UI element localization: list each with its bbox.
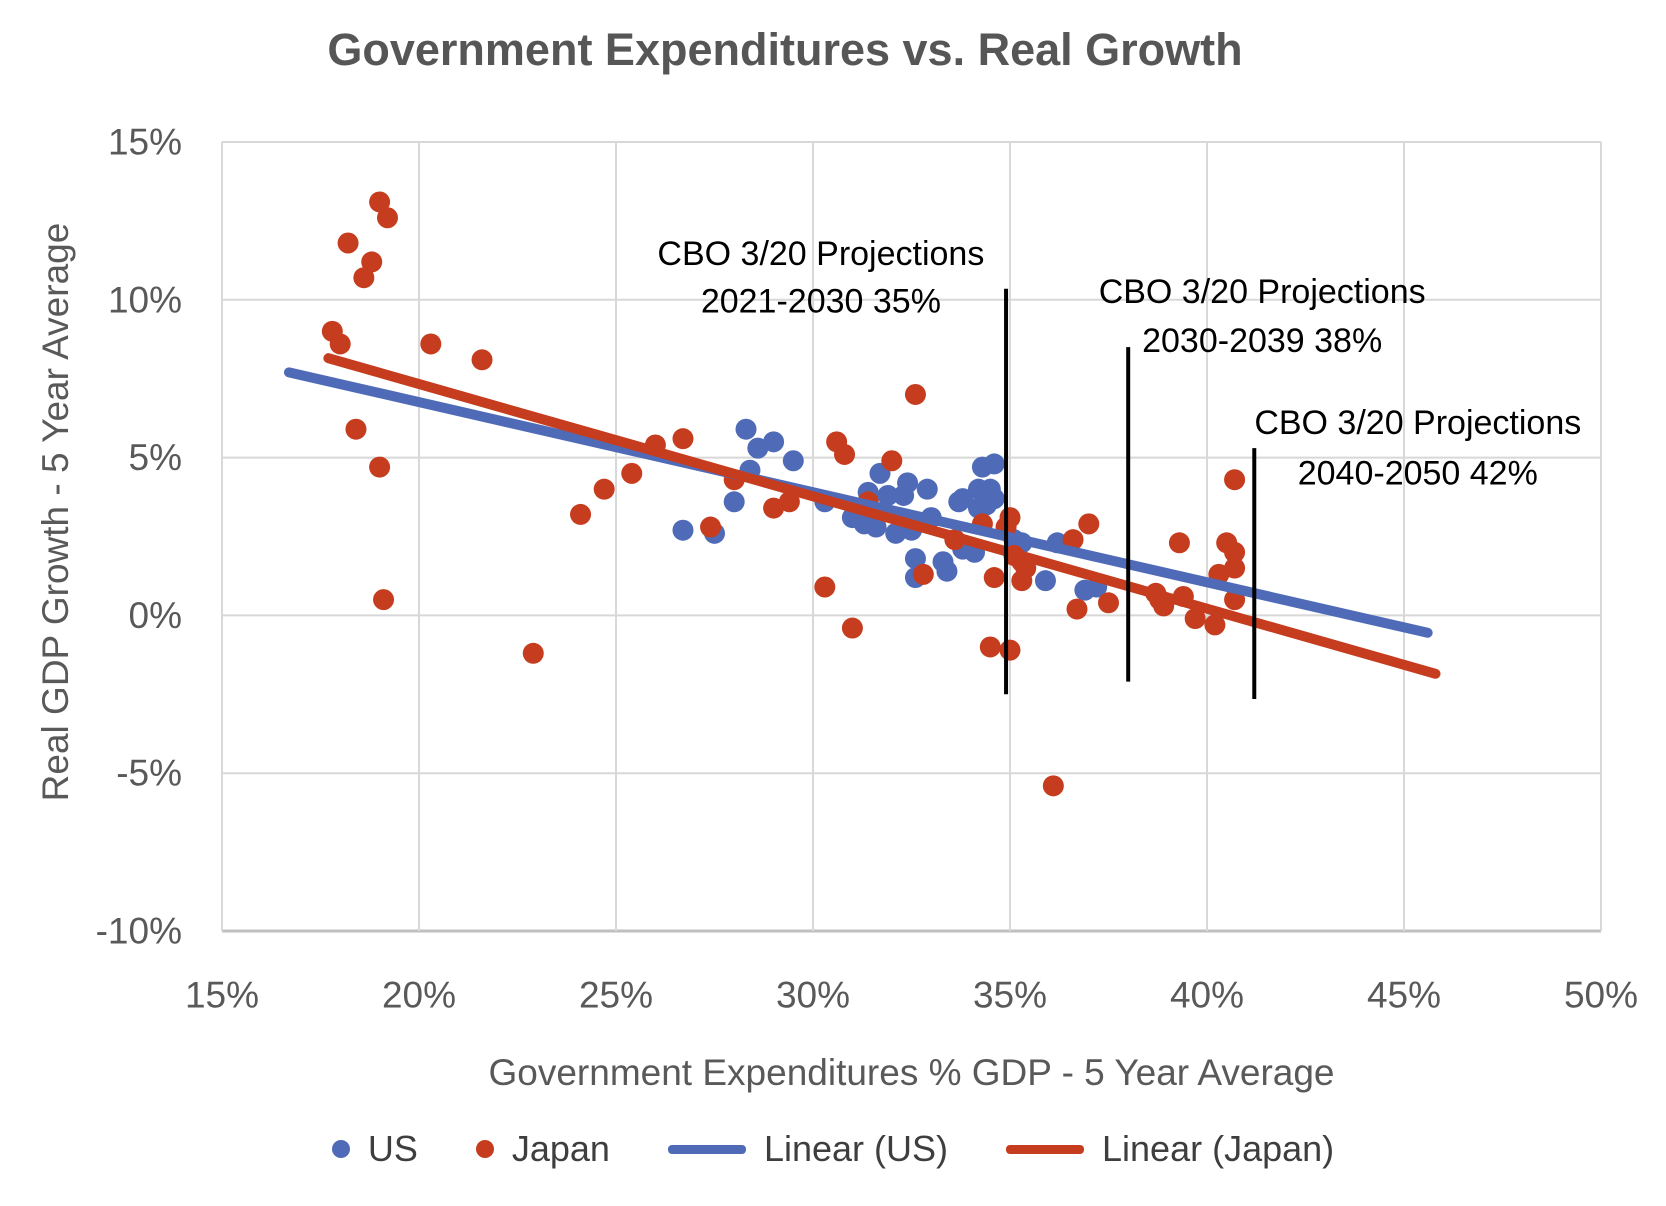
legend-item-linear-us: Linear (US) — [667, 1128, 949, 1170]
japan-point — [621, 462, 643, 484]
x-tick-label: 25% — [579, 975, 653, 1016]
y-tick-label: -5% — [116, 753, 182, 794]
japan-point — [999, 507, 1021, 529]
legend: US Japan Linear (US) Linear (Japan) — [0, 1128, 1666, 1170]
japan-point — [570, 503, 592, 525]
japan-point — [841, 617, 863, 639]
us-point — [885, 522, 907, 544]
us-point — [877, 484, 899, 506]
japan-point — [881, 450, 903, 472]
us-point — [916, 478, 938, 500]
us-point — [936, 560, 958, 582]
japan-marker-icon — [475, 1140, 494, 1158]
y-tick-label: 5% — [129, 437, 182, 478]
x-tick-label: 35% — [973, 975, 1047, 1016]
legend-linear-japan-label: Linear (Japan) — [1102, 1128, 1335, 1169]
japan-point — [337, 232, 359, 254]
legend-linear-us-label: Linear (US) — [763, 1128, 949, 1169]
japan-point — [814, 576, 836, 598]
us-point — [904, 548, 926, 570]
y-tick-label: -10% — [96, 911, 182, 952]
japan-point — [1042, 775, 1064, 797]
japan-point — [1204, 614, 1226, 636]
japan-point — [353, 267, 375, 289]
japan-point — [1078, 513, 1100, 535]
japan-point — [369, 456, 391, 478]
japan-point — [1098, 592, 1119, 614]
x-axis-title: Government Expenditures % GDP - 5 Year A… — [488, 1052, 1335, 1093]
us-point — [782, 450, 804, 472]
x-tick-label: 45% — [1367, 975, 1441, 1016]
y-tick-label: 10% — [108, 279, 182, 320]
us-point — [747, 437, 769, 459]
us-point — [1034, 570, 1056, 592]
japan-point — [834, 443, 856, 465]
us-trendline — [283, 367, 1433, 638]
x-tick-label: 50% — [1564, 975, 1638, 1016]
japan-trendline — [323, 353, 1441, 679]
us-point — [983, 488, 1005, 510]
legend-item-japan: Japan — [475, 1128, 610, 1170]
us-point — [735, 418, 757, 440]
cbo-annotation-line1: CBO 3/20 Projections — [657, 235, 984, 273]
japan-point — [904, 383, 926, 405]
us-point — [763, 431, 785, 453]
japan-point — [345, 418, 367, 440]
japan-point — [763, 497, 785, 519]
us-point — [865, 516, 887, 538]
japan-point — [376, 207, 398, 229]
japan-point — [369, 191, 391, 213]
japan-point — [1168, 532, 1190, 554]
japan-point — [1011, 570, 1033, 592]
japan-point — [672, 428, 694, 450]
cbo-annotation-line2: 2030-2039 38% — [1142, 322, 1382, 360]
us-point — [672, 519, 694, 541]
japan-point — [700, 516, 722, 538]
chart-title: Government Expenditures vs. Real Growth — [327, 24, 1243, 75]
japan-point — [1224, 557, 1246, 579]
japan-point — [912, 563, 934, 585]
y-tick-label: 15% — [108, 122, 182, 163]
us-marker-icon — [331, 1140, 350, 1158]
japan-point — [983, 567, 1005, 589]
x-tick-label: 40% — [1170, 975, 1244, 1016]
japan-point — [1062, 529, 1084, 551]
cbo-annotation-line1: CBO 3/20 Projections — [1254, 404, 1581, 442]
legend-item-us: US — [331, 1128, 418, 1170]
japan-point — [420, 333, 442, 355]
cbo-annotation-line2: 2021-2030 35% — [701, 282, 941, 320]
japan-point — [361, 251, 383, 273]
japan-point — [1224, 541, 1246, 563]
japan-point — [522, 642, 544, 664]
linear-us-line-icon — [667, 1144, 746, 1154]
us-point — [983, 453, 1005, 475]
japan-point — [1066, 598, 1088, 620]
linear-japan-line-icon — [1006, 1144, 1085, 1154]
legend-japan-label: Japan — [511, 1128, 610, 1169]
japan-point — [593, 478, 615, 500]
cbo-annotation-line2: 2040-2050 42% — [1298, 454, 1538, 492]
legend-item-linear-japan: Linear (Japan) — [1006, 1128, 1334, 1170]
japan-point — [1184, 608, 1206, 630]
japan-point — [373, 589, 395, 611]
y-tick-label: 0% — [129, 595, 182, 636]
us-point — [948, 491, 970, 513]
x-tick-label: 15% — [185, 975, 259, 1016]
japan-point — [778, 491, 800, 513]
legend-us-label: US — [367, 1128, 418, 1169]
japan-point — [329, 333, 351, 355]
x-tick-label: 20% — [382, 975, 456, 1016]
japan-point — [471, 349, 493, 371]
cbo-annotation-line1: CBO 3/20 Projections — [1099, 273, 1426, 311]
x-tick-label: 30% — [776, 975, 850, 1016]
japan-point — [1224, 469, 1246, 491]
japan-point — [979, 636, 1001, 658]
us-point — [723, 491, 745, 513]
us-point — [897, 472, 919, 494]
japan-point — [999, 639, 1021, 661]
